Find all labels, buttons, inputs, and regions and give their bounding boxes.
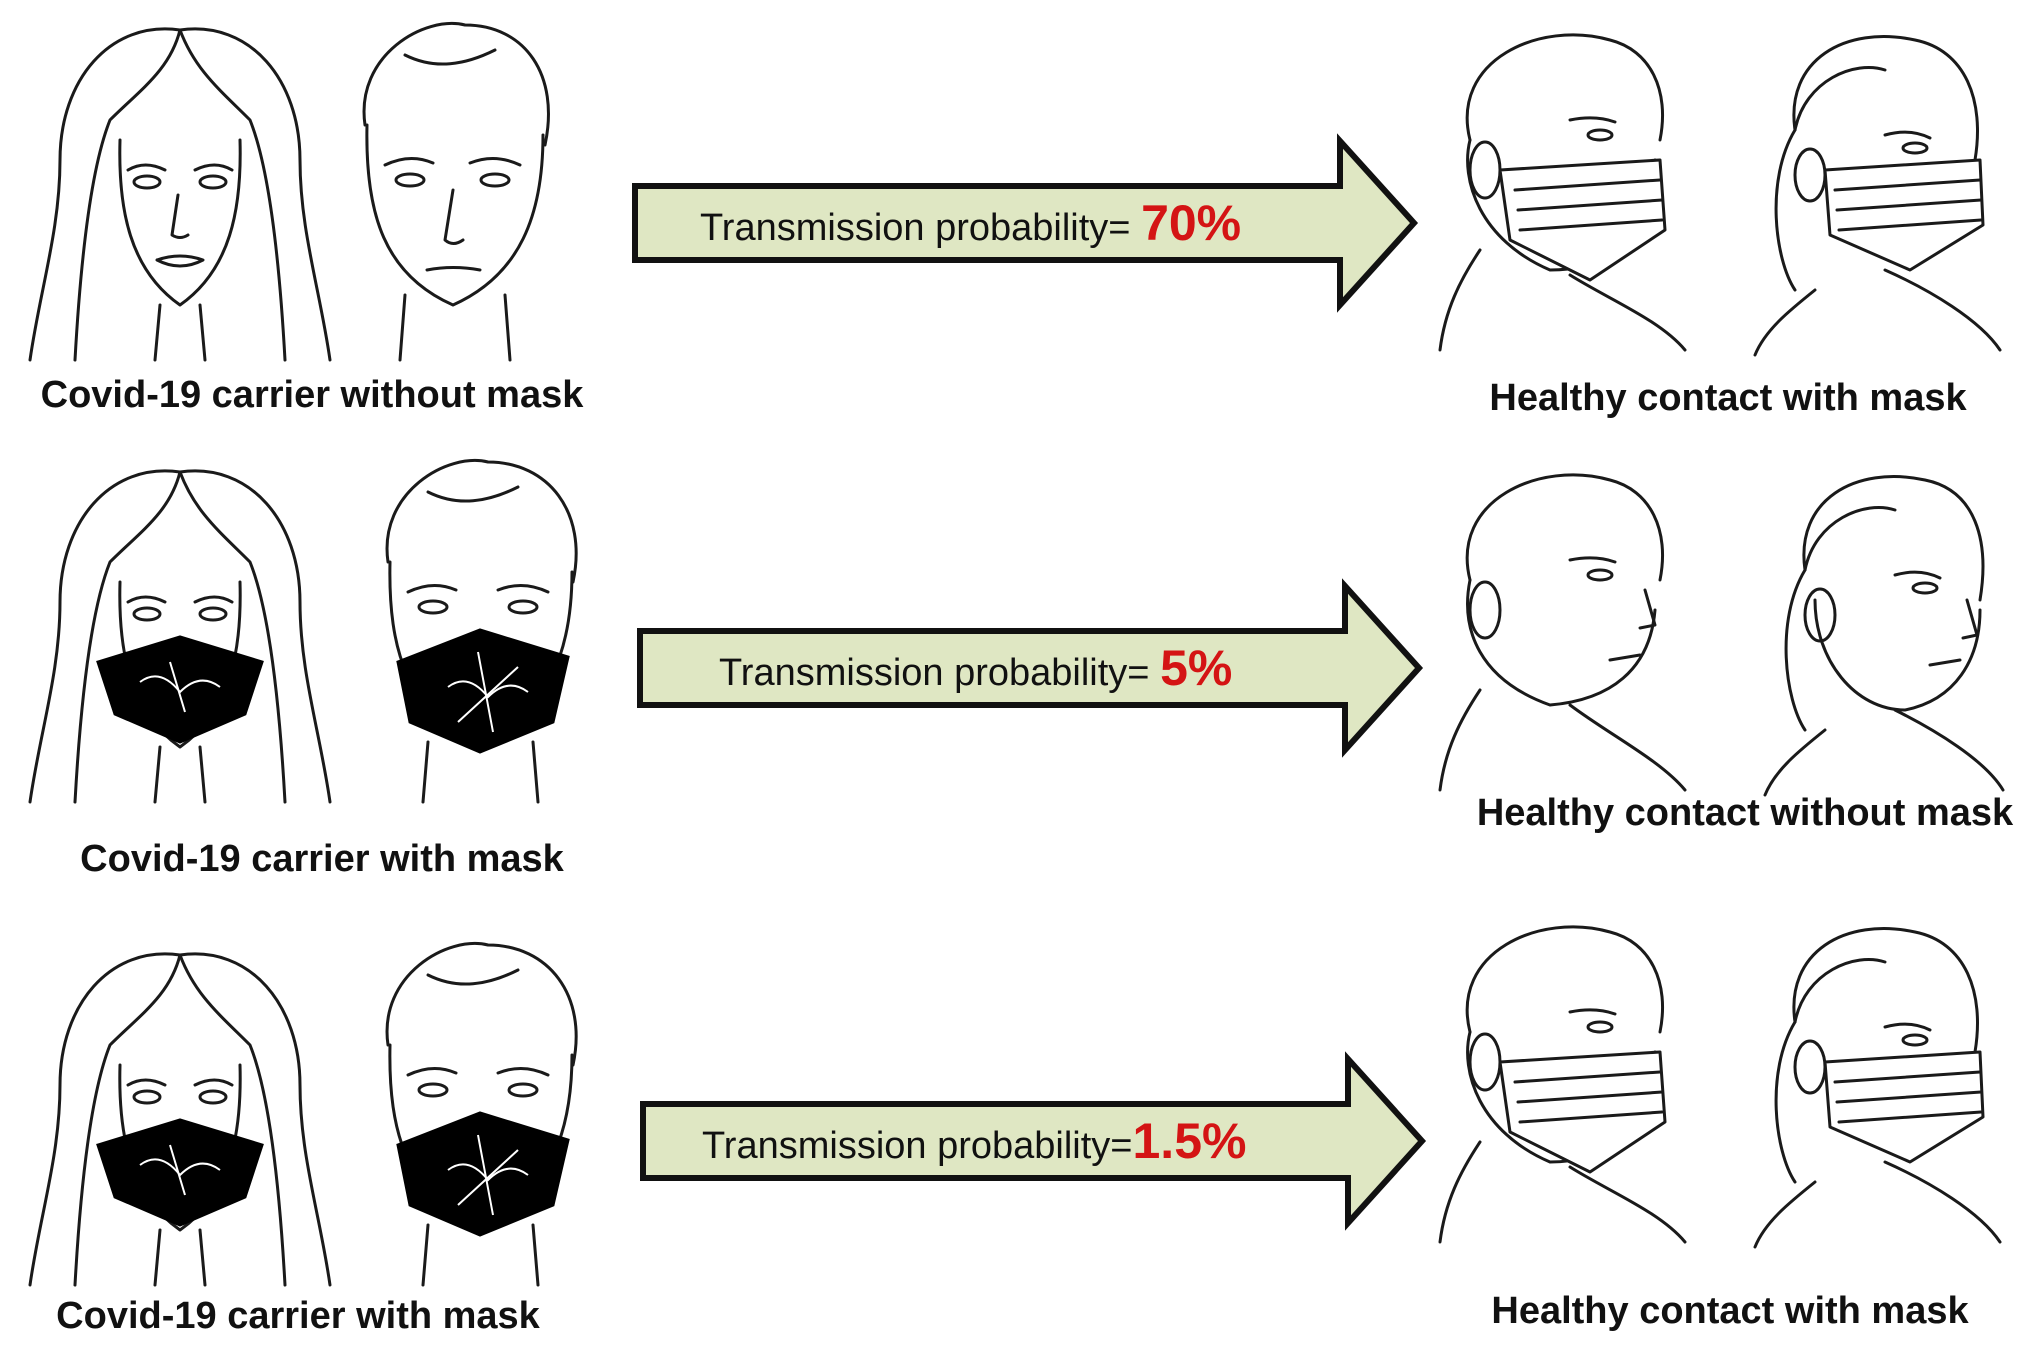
carrier-woman-masked-illustration: [20, 452, 340, 807]
transmission-arrow: Transmission probability= 70%: [632, 133, 1422, 313]
black-mask: [96, 635, 264, 744]
arrow-shape: [640, 1051, 1427, 1231]
scenario-row-1: Covid-19 carrier without mask Transmissi…: [0, 0, 2031, 440]
contact-man-masked-illustration: [1438, 20, 1690, 360]
transmission-label: Transmission probability= 5%: [719, 639, 1232, 697]
transmission-arrow: Transmission probability=1.5%: [640, 1051, 1430, 1231]
carrier-man-illustration: [345, 15, 560, 365]
carrier-woman-illustration: [20, 10, 340, 365]
carrier-man-masked-illustration: [368, 935, 593, 1290]
transmission-label: Transmission probability= 70%: [700, 194, 1241, 252]
scenario-row-3: Covid-19 carrier with mask Transmission …: [0, 900, 2031, 1348]
transmission-percentage: 70%: [1141, 195, 1242, 251]
transmission-label-text: Transmission probability=: [702, 1125, 1133, 1167]
arrow-shape: [632, 133, 1419, 313]
black-mask: [96, 1118, 264, 1227]
carrier-caption: Covid-19 carrier without mask: [40, 374, 584, 416]
contact-caption: Healthy contact with mask: [1491, 1290, 1969, 1332]
transmission-percentage: 1.5%: [1132, 1113, 1247, 1169]
carrier-man-masked-illustration: [368, 452, 593, 807]
arrow-shape: [637, 578, 1424, 758]
transmission-arrow: Transmission probability= 5%: [637, 578, 1427, 758]
contact-woman-masked-illustration: [1735, 20, 2005, 360]
transmission-percentage: 5%: [1160, 640, 1233, 696]
transmission-label-text: Transmission probability=: [700, 207, 1131, 249]
carrier-woman-masked-illustration: [20, 935, 340, 1290]
carrier-caption: Covid-19 carrier with mask: [56, 1295, 540, 1337]
scenario-row-2: Covid-19 carrier with mask Transmission …: [0, 440, 2031, 900]
transmission-label: Transmission probability=1.5%: [702, 1112, 1246, 1170]
contact-man-masked-illustration: [1438, 912, 1690, 1252]
carrier-caption: Covid-19 carrier with mask: [80, 838, 564, 880]
contact-caption: Healthy contact with mask: [1489, 377, 1967, 419]
contact-man-unmasked-illustration: [1438, 460, 1690, 800]
contact-woman-masked-illustration: [1735, 912, 2005, 1252]
contact-woman-unmasked-illustration: [1745, 460, 2005, 800]
transmission-label-text: Transmission probability=: [719, 652, 1150, 694]
contact-caption: Healthy contact without mask: [1476, 792, 2014, 834]
